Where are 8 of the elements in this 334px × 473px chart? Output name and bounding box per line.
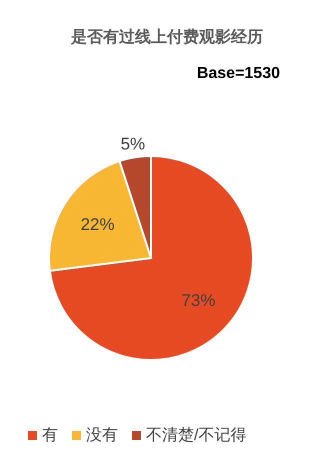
legend-label: 没有 xyxy=(86,427,118,444)
chart-title: 是否有过线上付费观影经历 xyxy=(70,28,263,46)
chart-subtitle: Base=1530 xyxy=(196,65,280,82)
legend-label: 有 xyxy=(42,427,58,444)
data-label: 22% xyxy=(80,215,115,234)
data-label: 5% xyxy=(120,134,146,154)
legend-label: 不清楚/不记得 xyxy=(146,426,246,444)
data-label: 73% xyxy=(181,290,216,310)
